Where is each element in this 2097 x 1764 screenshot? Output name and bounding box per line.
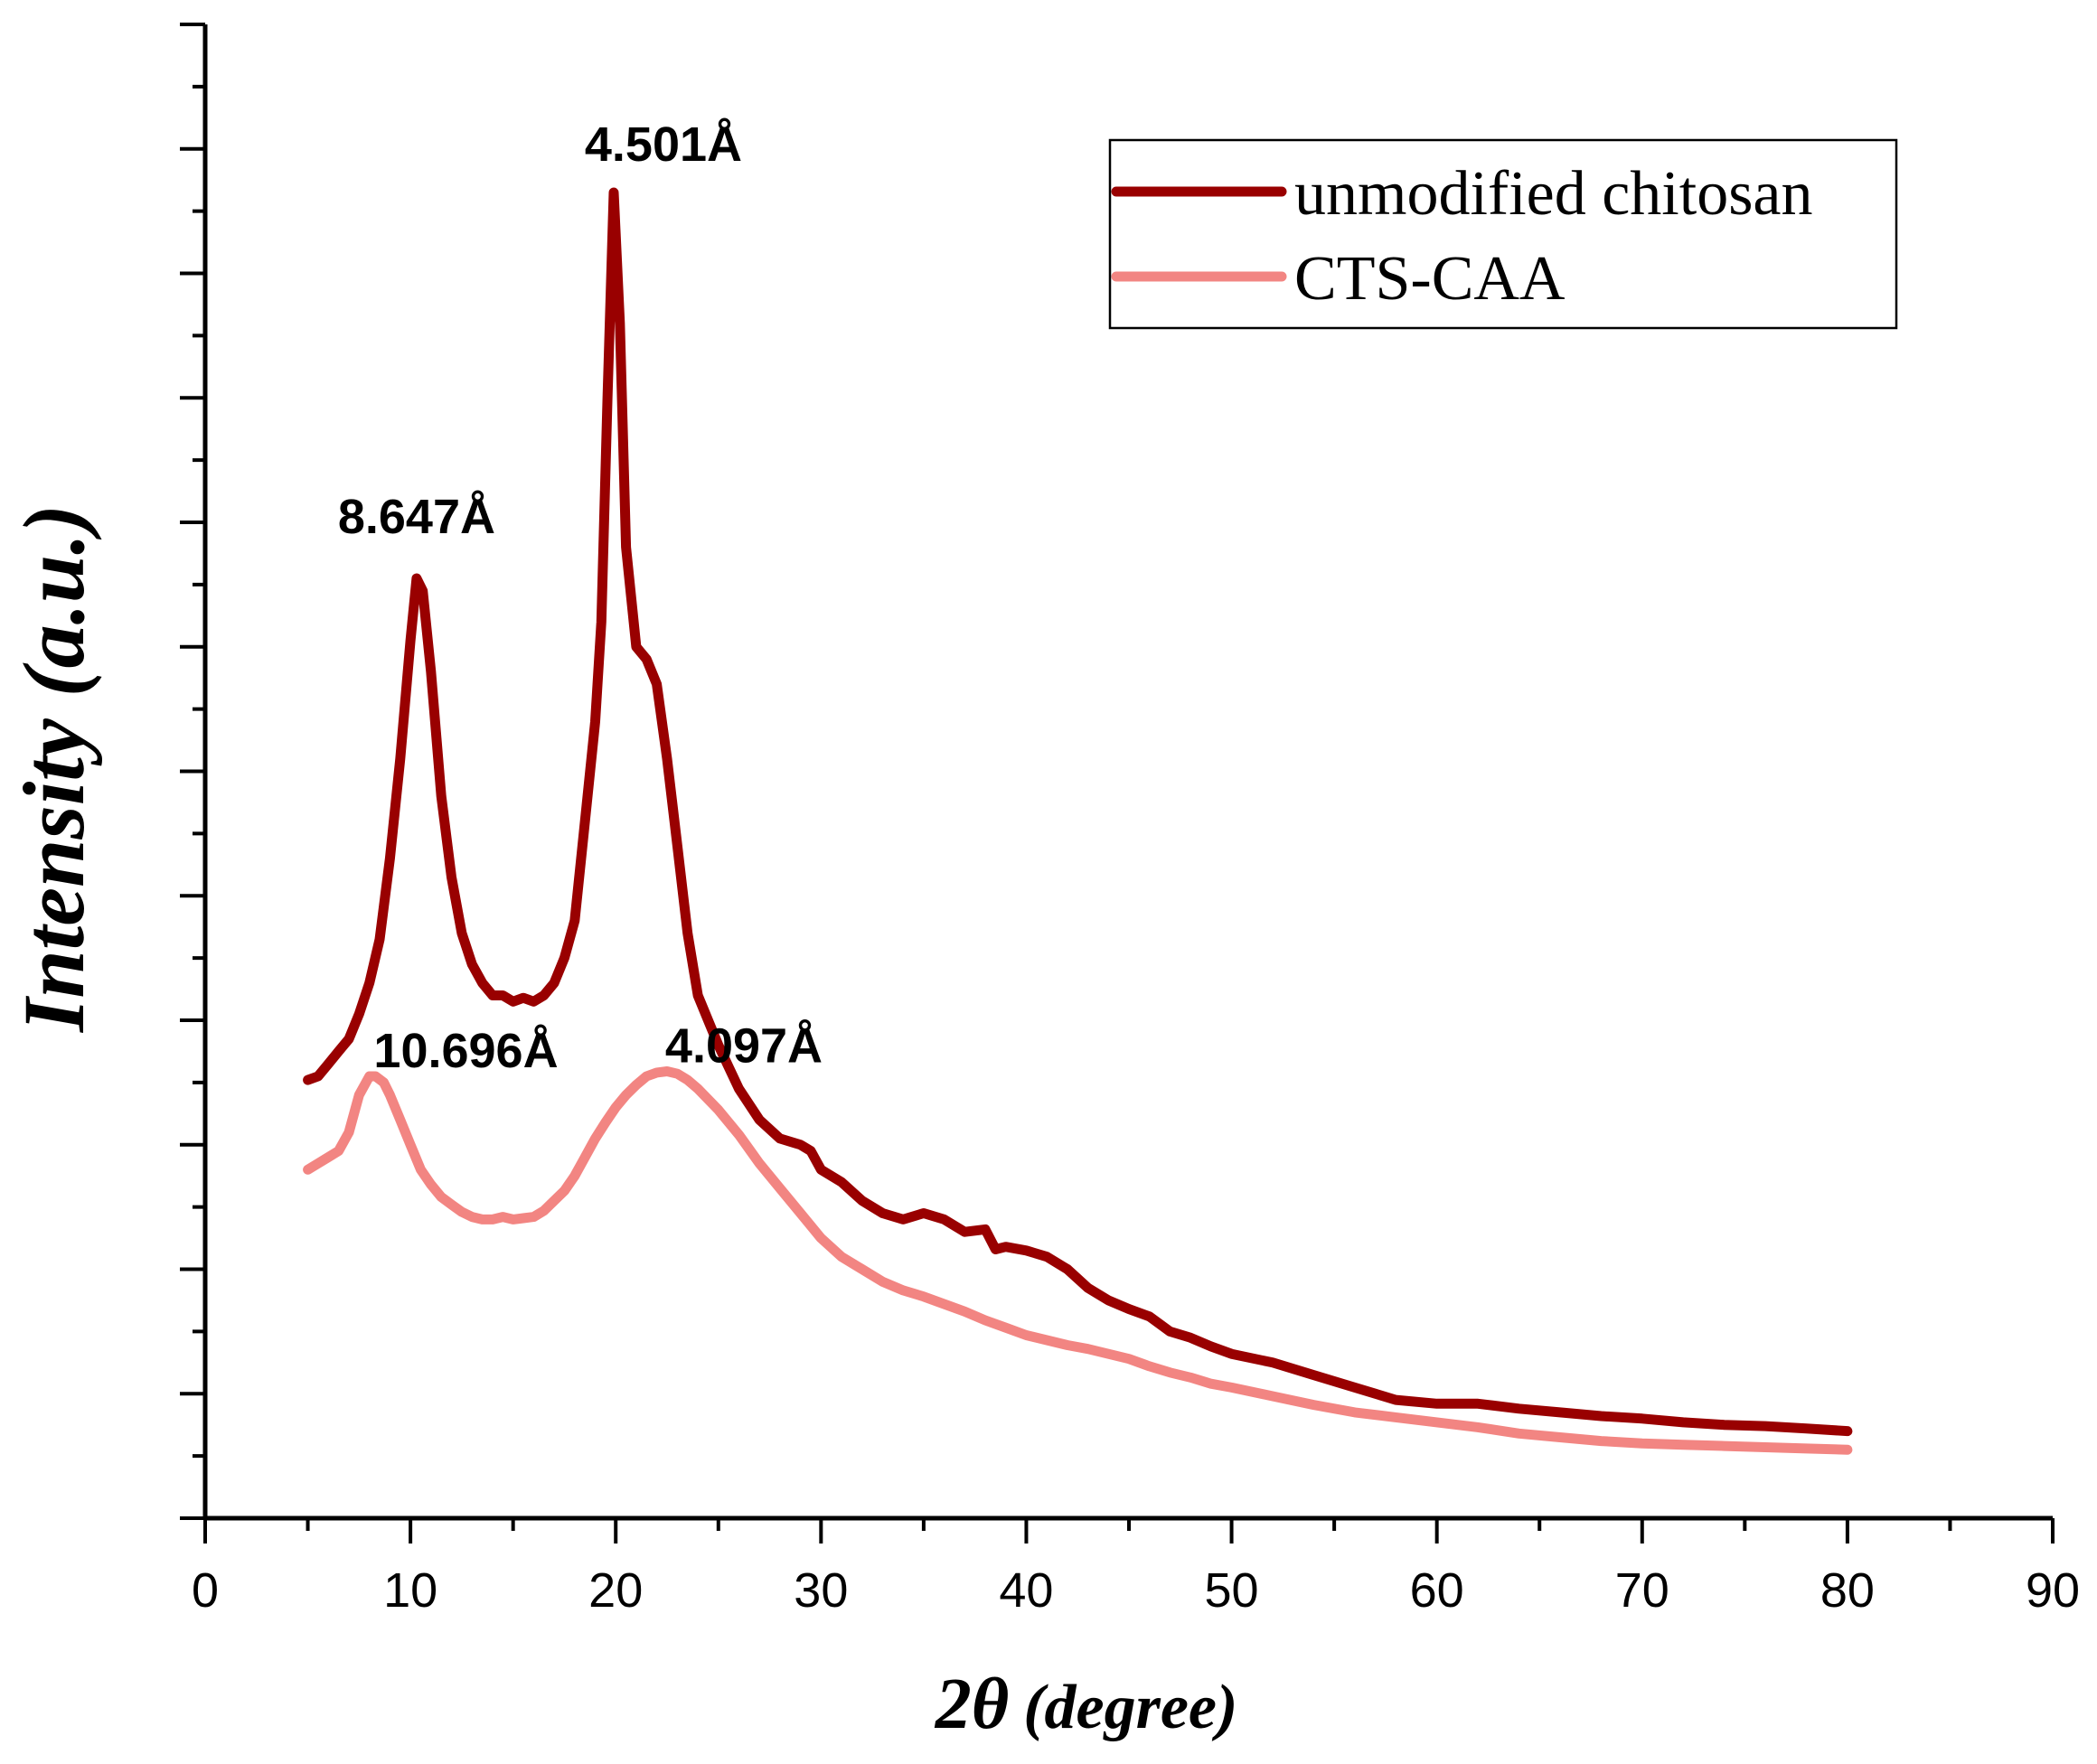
x-tick-label: 60	[1410, 1563, 1464, 1618]
x-tick-label: 50	[1205, 1563, 1259, 1618]
x-axis-title-unit: (degree)	[1023, 1673, 1237, 1742]
x-axis-title: 2θ (degree)	[935, 1665, 1238, 1744]
peak-label: 8.647Å	[338, 490, 495, 544]
y-axis-title: Intensity (a.u.)	[5, 504, 102, 1033]
x-tick-label: 30	[794, 1563, 848, 1618]
legend-label-unmodified-chitosan: unmodified chitosan	[1294, 159, 1813, 229]
x-tick-label: 90	[2026, 1563, 2080, 1618]
x-tick-label: 20	[588, 1563, 643, 1618]
peak-annotations: 8.647Å 4.501Å 10.696Å 4.097Å	[338, 117, 823, 1078]
series	[303, 187, 1853, 1455]
y-ticks	[180, 23, 205, 1520]
x-tick-label: 70	[1615, 1563, 1669, 1618]
x-ticks: 0 10 20 30 40 50 60 70 80 90	[192, 1518, 2080, 1618]
x-axis-title-symbol: 2θ	[935, 1665, 1010, 1744]
peak-label: 4.097Å	[665, 1018, 823, 1073]
x-tick-label: 40	[999, 1563, 1053, 1618]
peak-label: 4.501Å	[585, 117, 742, 172]
legend-label-cts-caa: CTS-CAA	[1294, 244, 1566, 314]
x-tick-label: 10	[383, 1563, 437, 1618]
x-tick-label: 0	[192, 1563, 219, 1618]
legend-box	[1108, 138, 1898, 330]
series-line-unmodified-chitosan	[303, 187, 1853, 1437]
peak-label: 10.696Å	[373, 1024, 558, 1078]
x-tick-label: 80	[1820, 1563, 1875, 1618]
series-line-cts-caa	[303, 1066, 1853, 1455]
legend: unmodified chitosan CTS-CAA	[1108, 138, 1898, 330]
